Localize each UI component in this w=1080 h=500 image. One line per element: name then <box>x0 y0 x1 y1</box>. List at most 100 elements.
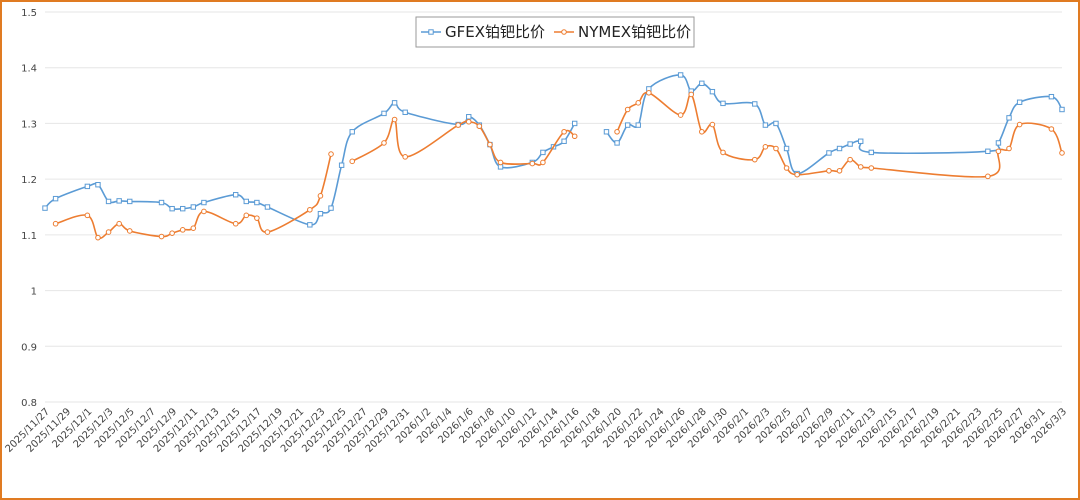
data-point <box>826 150 832 156</box>
data-point <box>858 138 864 144</box>
data-point <box>995 148 1002 155</box>
data-point <box>52 220 59 227</box>
series-line <box>616 91 1063 178</box>
data-point <box>381 110 387 117</box>
data-point <box>317 193 324 199</box>
data-point <box>614 140 620 146</box>
data-point <box>699 80 705 87</box>
data-point <box>391 116 398 123</box>
data-point <box>529 160 536 167</box>
data-point <box>338 162 345 168</box>
data-point <box>995 140 1002 146</box>
data-point <box>476 123 483 130</box>
data-point <box>465 118 472 125</box>
data-point <box>497 159 504 166</box>
data-point <box>561 138 567 144</box>
data-point <box>540 149 546 156</box>
data-point <box>720 149 726 156</box>
data-point <box>179 227 186 233</box>
legend-label: NYMEX铂钯比价 <box>578 23 691 41</box>
data-point <box>751 156 758 163</box>
data-point <box>985 173 991 180</box>
x-axis: 2025/11/272025/11/292025/12/12025/12/320… <box>4 406 1070 455</box>
y-tick-label: 1.2 <box>21 175 37 186</box>
data-point <box>540 159 546 166</box>
data-point <box>794 171 800 178</box>
data-point <box>381 140 387 146</box>
legend-label: GFEX铂钯比价 <box>445 23 545 41</box>
data-point <box>116 220 122 227</box>
data-point <box>773 145 779 152</box>
series-line <box>44 102 576 226</box>
data-point <box>1059 106 1065 113</box>
data-point <box>105 229 112 235</box>
series-layer <box>42 72 1065 241</box>
y-tick-label: 1.1 <box>21 231 37 242</box>
data-point <box>1016 121 1023 128</box>
legend: GFEX铂钯比价 NYMEX铂钯比价 <box>415 16 695 48</box>
data-point <box>169 230 175 236</box>
data-point <box>614 128 620 135</box>
data-point <box>857 164 864 170</box>
data-point <box>752 101 758 107</box>
data-point <box>783 165 790 171</box>
grid-lines <box>45 11 1062 403</box>
data-point <box>1048 126 1055 132</box>
data-point <box>264 229 271 235</box>
data-point <box>1048 93 1055 100</box>
data-point <box>201 208 207 215</box>
data-point <box>1059 150 1065 156</box>
data-point <box>783 145 790 152</box>
y-tick-label: 1.5 <box>21 8 37 19</box>
data-point <box>561 128 567 135</box>
data-point <box>84 212 91 219</box>
data-point <box>709 88 716 95</box>
data-point <box>868 149 875 156</box>
data-point <box>847 156 853 163</box>
data-point <box>773 120 779 127</box>
data-point <box>1006 115 1012 121</box>
data-point <box>243 212 250 219</box>
data-point <box>190 204 197 210</box>
data-point <box>688 91 695 98</box>
data-point <box>169 205 175 212</box>
series-2 <box>52 89 1065 241</box>
data-point <box>328 205 334 211</box>
data-point <box>127 198 133 205</box>
data-point <box>158 199 165 206</box>
data-point <box>677 112 684 118</box>
data-point <box>762 144 769 150</box>
y-tick-label: 0.9 <box>21 342 37 353</box>
data-point <box>264 204 271 210</box>
data-point <box>52 195 59 202</box>
data-point <box>201 199 207 206</box>
data-point <box>42 205 48 211</box>
data-point <box>466 114 472 120</box>
data-point <box>402 154 408 160</box>
data-point <box>847 141 853 147</box>
y-tick-label: 1.3 <box>21 119 37 130</box>
series-line <box>605 74 1063 175</box>
data-point <box>126 228 133 234</box>
data-point <box>95 182 101 188</box>
data-point <box>624 122 631 128</box>
legend-marker <box>428 29 434 35</box>
data-point <box>349 158 356 165</box>
data-point <box>158 233 165 240</box>
data-point <box>836 145 843 152</box>
data-point <box>232 220 239 227</box>
y-axis: 0.8 0.9 1 1.1 1.2 1.3 1.4 1.5 <box>21 8 37 409</box>
data-point <box>635 122 641 128</box>
legend-marker <box>561 29 567 35</box>
data-point <box>243 198 249 205</box>
data-point <box>646 89 652 96</box>
data-point <box>699 128 705 135</box>
data-point <box>317 210 324 217</box>
data-point <box>307 222 313 228</box>
data-point <box>328 151 334 157</box>
data-point <box>455 122 461 128</box>
y-tick-label: 0.8 <box>21 398 37 409</box>
data-point <box>95 234 101 241</box>
